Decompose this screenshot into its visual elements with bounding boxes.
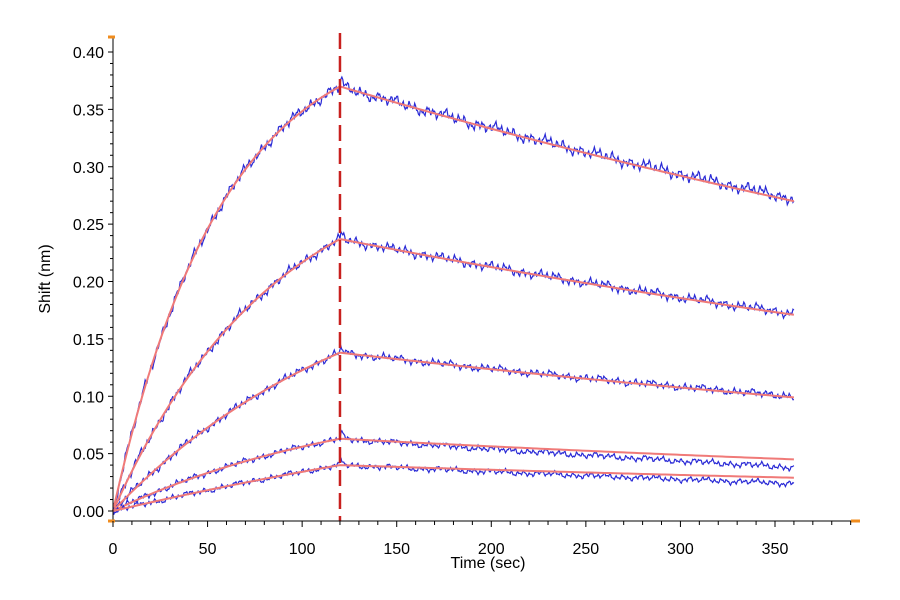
y-tick-label: 0.00: [73, 504, 104, 521]
y-tick-label: 0.40: [73, 45, 104, 62]
x-tick-label: 200: [478, 541, 505, 558]
x-ticks: 0 50 100 150 200 250 300 350: [109, 519, 860, 558]
plot-area: [112, 33, 795, 521]
fit-curve: [112, 85, 795, 512]
fit-curve: [112, 351, 794, 512]
y-tick-label: 0.05: [73, 447, 104, 464]
y-tick-label: 0.20: [73, 275, 104, 292]
y-ticks: 0.00 0.05 0.10 0.15 0.20 0.25 0.30 0.35 0.40: [73, 35, 115, 523]
x-axis-title: Time (sec): [451, 555, 526, 572]
x-tick-label: 300: [667, 541, 694, 558]
measured-curve: [112, 457, 795, 515]
fit-curve: [112, 237, 795, 512]
axes: 0.00 0.05 0.10 0.15 0.20 0.25 0.30 0.35 0.40 0 50…: [73, 35, 860, 558]
y-tick-label: 0.10: [73, 389, 104, 406]
measured-curve: [112, 75, 795, 508]
x-tick-label: 0: [109, 541, 118, 558]
fit-curve: [112, 464, 794, 512]
x-tick-label: 150: [383, 541, 410, 558]
fit-curve: [112, 437, 794, 512]
x-tick-label: 350: [762, 541, 789, 558]
y-tick-label: 0.35: [73, 102, 104, 119]
measured-curve: [112, 344, 794, 512]
y-tick-label: 0.25: [73, 217, 104, 234]
y-tick-label: 0.30: [73, 160, 104, 177]
x-tick-label: 250: [573, 541, 600, 558]
y-tick-label: 0.15: [73, 332, 104, 349]
measured-curve: [112, 429, 795, 513]
y-axis-title: Shift (nm): [37, 244, 54, 313]
x-tick-label: 100: [289, 541, 316, 558]
x-tick-label: 50: [199, 541, 217, 558]
